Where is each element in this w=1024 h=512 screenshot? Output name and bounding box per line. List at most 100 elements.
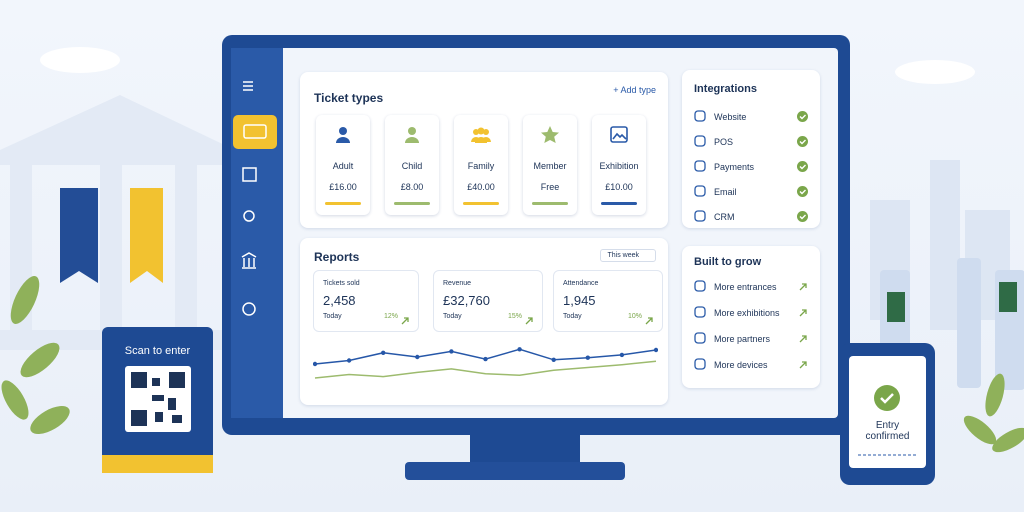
stat-period: Today: [443, 313, 462, 320]
stat-value: £32,760: [443, 293, 490, 308]
integration-check: [797, 110, 808, 124]
stat-change: 10%: [627, 313, 642, 320]
growth-name: More exhibitions: [714, 308, 780, 318]
trend-chart: [313, 347, 658, 379]
trend-point: [551, 357, 556, 362]
ticket-icon: [609, 125, 629, 145]
stat-arrow: [401, 312, 410, 330]
trend-point: [313, 361, 318, 367]
ticket-price: £10.00: [605, 182, 633, 192]
integration-name: Email: [714, 187, 737, 197]
integration-name: Payments: [714, 162, 755, 172]
stat-period: Today: [323, 313, 342, 320]
ticket-underline: [325, 202, 361, 205]
trend-line: [314, 348, 657, 365]
growth-name: More partners: [714, 334, 771, 344]
trend-point: [449, 349, 454, 354]
ticket-type[interactable]: Member Free: [523, 115, 577, 215]
ticket-type[interactable]: Family £40.00: [454, 115, 508, 215]
growth-card: Built to grow More entrances More exhibit…: [682, 246, 820, 388]
trend-point: [585, 355, 590, 360]
ticket-icon: [471, 125, 491, 145]
integration-row: Website: [694, 110, 808, 124]
integration-check: [797, 210, 808, 224]
integration-row: Email: [694, 185, 808, 199]
stat-period: Today: [563, 313, 582, 320]
stat-arrow: [525, 312, 534, 330]
ticket-name: Exhibition: [599, 161, 639, 171]
integration-name: CRM: [714, 212, 735, 222]
stat-change: 12%: [383, 313, 398, 320]
trend-line: [314, 360, 657, 379]
trend-point: [346, 358, 352, 363]
integration-icon: [694, 185, 706, 199]
integration-row: Payments: [694, 160, 808, 174]
growth-icon: [694, 358, 706, 372]
add-type-button[interactable]: + Add type: [613, 85, 656, 95]
integration-check: [797, 135, 808, 149]
ticket-icon: [540, 125, 560, 145]
stat-label: Attendance: [563, 280, 599, 287]
integration-icon: [694, 135, 706, 149]
trend-point: [415, 354, 420, 360]
growth-row: More exhibitions: [694, 306, 808, 320]
growth-row: More entrances: [694, 280, 808, 294]
integration-check: [797, 185, 808, 199]
integration-row: CRM: [694, 210, 808, 224]
stat-card: Revenue £32,760 Today 15%: [433, 270, 543, 332]
integration-icon: [694, 210, 706, 224]
growth-title: Built to grow: [694, 256, 762, 268]
ticket-types-title: Ticket types: [314, 91, 384, 105]
integration-icon: [694, 110, 706, 124]
stat-change: 15%: [507, 313, 522, 320]
trend-point: [517, 347, 522, 352]
entry-message: Entry confirmed: [865, 420, 910, 442]
growth-arrow: [799, 282, 808, 293]
ticket-price: £8.00: [400, 182, 424, 192]
growth-row: More devices: [694, 358, 808, 372]
integration-check: [797, 160, 808, 174]
ticket-type[interactable]: Child £8.00: [385, 115, 439, 215]
ticket-type[interactable]: Adult £16.00: [316, 115, 370, 215]
ticket-price: £40.00: [467, 182, 495, 192]
growth-name: More entrances: [714, 282, 777, 292]
growth-icon: [694, 306, 706, 320]
integration-name: Website: [714, 112, 747, 122]
period-select[interactable]: This week: [600, 249, 656, 262]
stat-label: Tickets sold: [323, 280, 360, 287]
trend-point: [619, 352, 625, 358]
trend-point: [483, 356, 488, 362]
integration-row: POS: [694, 135, 808, 149]
trend-point: [653, 347, 658, 353]
stat-label: Revenue: [443, 280, 472, 287]
integration-icon: [694, 160, 706, 174]
growth-arrow: [799, 308, 808, 319]
growth-icon: [694, 280, 706, 294]
reports-title: Reports: [314, 250, 360, 264]
ticket-price: Free: [540, 182, 560, 192]
ticket-name: Member: [533, 161, 567, 171]
growth-icon: [694, 332, 706, 346]
growth-name: More devices: [714, 360, 768, 370]
stat-arrow: [645, 312, 654, 330]
ticket-icon: [402, 125, 422, 145]
ticket-underline: [394, 202, 430, 205]
ticket-name: Family: [467, 161, 495, 171]
ticket-name: Child: [401, 161, 423, 171]
stat-card: Attendance 1,945 Today 10%: [553, 270, 663, 332]
integrations-title: Integrations: [694, 83, 757, 95]
ticket-underline: [532, 202, 568, 205]
ticket-type[interactable]: Exhibition £10.00: [592, 115, 646, 215]
integrations-card: Integrations Website POS Payments Email CRM: [682, 70, 820, 228]
stat-value: 2,458: [323, 293, 356, 308]
ticket-icon: [333, 125, 353, 145]
scan-label: Scan to enter: [124, 345, 191, 357]
growth-row: More partners: [694, 332, 808, 346]
trend-point: [381, 350, 386, 355]
ticket-underline: [463, 202, 499, 205]
ticket-price: £16.00: [329, 182, 357, 192]
ticket-name: Adult: [332, 161, 354, 171]
stat-card: Tickets sold 2,458 Today 12%: [313, 270, 419, 332]
ticket-underline: [601, 202, 637, 205]
